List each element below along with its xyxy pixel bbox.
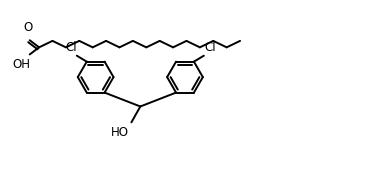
Text: Cl: Cl xyxy=(204,41,216,54)
Text: Cl: Cl xyxy=(65,41,76,54)
Text: O: O xyxy=(23,21,32,34)
Text: OH: OH xyxy=(13,58,31,71)
Text: HO: HO xyxy=(111,126,128,139)
